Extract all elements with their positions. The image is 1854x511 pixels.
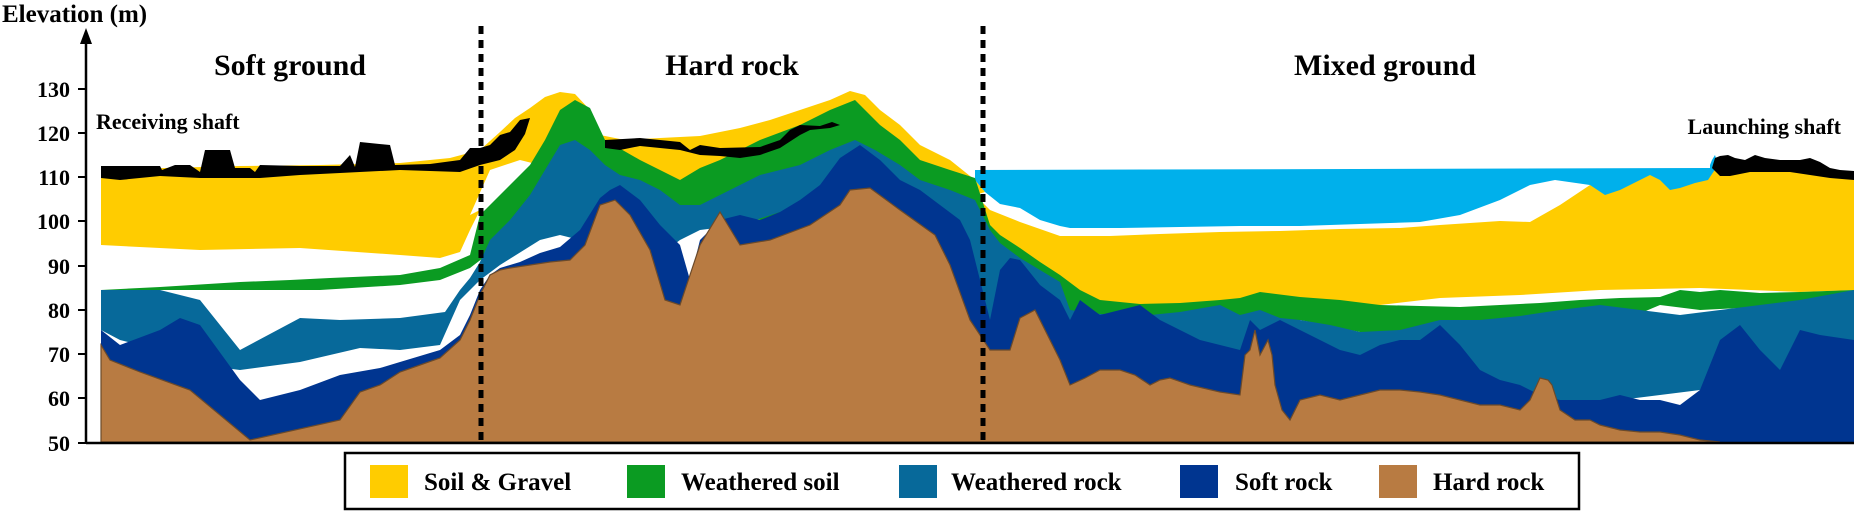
zone-titles: Soft ground Hard rock Mixed ground xyxy=(214,49,1476,82)
y-tick-label: 50 xyxy=(48,431,70,456)
y-tick-label: 60 xyxy=(48,386,70,411)
y-tick-label: 110 xyxy=(38,165,70,190)
surface-structures xyxy=(101,118,1854,180)
y-tick-label: 80 xyxy=(48,298,70,323)
zone-title-mixed-ground: Mixed ground xyxy=(1294,49,1476,82)
label-launching-shaft: Launching shaft xyxy=(1688,114,1842,139)
legend-swatch xyxy=(1379,465,1417,498)
legend-swatch xyxy=(1180,465,1218,498)
legend-label: Weathered rock xyxy=(951,469,1122,496)
y-tick-label: 90 xyxy=(48,254,70,279)
zone-title-hard-rock: Hard rock xyxy=(665,49,799,82)
layer-hard-rock xyxy=(100,187,1721,443)
legend-item-weathered-soil: Weathered soil xyxy=(627,465,840,498)
zone-title-soft-ground: Soft ground xyxy=(214,49,366,82)
legend-item-weathered-rock: Weathered rock xyxy=(899,465,1122,498)
y-tick-marks xyxy=(78,88,86,444)
legend-swatch xyxy=(627,465,665,498)
legend-swatch xyxy=(370,465,408,498)
y-tick-label: 120 xyxy=(37,121,70,146)
y-tick-label: 100 xyxy=(37,209,70,234)
legend-swatch xyxy=(899,465,937,498)
strata-layers xyxy=(100,91,1854,443)
legend-item-soft-rock: Soft rock xyxy=(1180,465,1333,498)
surface-structures-receiving-side xyxy=(101,118,530,180)
legend-item-soil-gravel: Soil & Gravel xyxy=(370,465,571,498)
y-tick-labels: 130 120 110 100 90 80 70 60 50 xyxy=(37,77,70,456)
y-axis-arrowhead xyxy=(80,28,92,44)
shaft-labels: Receiving shaft Launching shaft xyxy=(96,109,1842,139)
y-tick-label: 130 xyxy=(37,77,70,102)
legend-label: Soft rock xyxy=(1235,469,1333,496)
legend: Soil & Gravel Weathered soil Weathered r… xyxy=(343,451,1581,511)
y-axis: 130 120 110 100 90 80 70 60 50 Elevation… xyxy=(2,1,1854,456)
legend-frame xyxy=(343,451,1581,511)
legend-label: Soil & Gravel xyxy=(424,469,571,496)
legend-label: Weathered soil xyxy=(681,469,840,496)
surface-structures-launching-side xyxy=(1712,155,1854,180)
y-axis-title: Elevation (m) xyxy=(2,1,147,28)
legend-label: Hard rock xyxy=(1433,469,1544,496)
legend-item-hard-rock: Hard rock xyxy=(1379,465,1544,498)
y-tick-label: 70 xyxy=(48,342,70,367)
label-receiving-shaft: Receiving shaft xyxy=(96,109,240,134)
surface-structures-hard-rock-ridge xyxy=(605,122,840,158)
water-body xyxy=(975,155,1718,228)
